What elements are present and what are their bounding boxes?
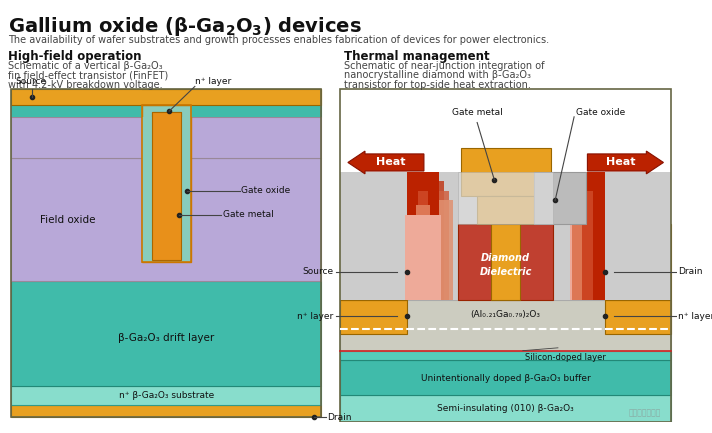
Bar [11, 386, 321, 405]
Bar [417, 205, 429, 301]
Bar [142, 106, 191, 262]
Text: Source: Source [303, 267, 334, 276]
Bar [458, 224, 553, 301]
Text: Gate oxide: Gate oxide [576, 108, 625, 117]
Text: Semi-insulating (010) β-Ga₂O₃: Semi-insulating (010) β-Ga₂O₃ [437, 404, 574, 413]
Bar [491, 196, 520, 301]
Text: Drain: Drain [327, 413, 352, 422]
Bar [142, 158, 191, 262]
Bar [405, 215, 441, 301]
Text: Gate metal: Gate metal [224, 210, 274, 219]
Bar [340, 89, 671, 422]
Text: Thermal management: Thermal management [344, 50, 490, 63]
Text: fin field-effect transistor (FinFET): fin field-effect transistor (FinFET) [8, 70, 168, 80]
Bar [191, 106, 321, 117]
Bar [570, 215, 572, 301]
Text: Gate metal: Gate metal [452, 108, 503, 117]
Text: Diamond: Diamond [481, 252, 530, 262]
Bar [418, 191, 428, 301]
FancyArrow shape [587, 151, 664, 174]
Text: n⁺ β-Ga₂O₃ substrate: n⁺ β-Ga₂O₃ substrate [119, 391, 214, 400]
Text: The availability of wafer substrates and growth processes enables fabrication of: The availability of wafer substrates and… [8, 35, 549, 45]
Text: (Al₀.₂₁Ga₀.₇₉)₂O₃: (Al₀.₂₁Ga₀.₇₉)₂O₃ [471, 310, 540, 319]
Bar [407, 172, 439, 301]
Text: Gallium oxide ($\mathbf{\beta}$-$\mathbf{Ga_2O_3}$) devices: Gallium oxide ($\mathbf{\beta}$-$\mathbf… [8, 15, 361, 38]
Text: Schematic of a vertical β-Ga₂O₃: Schematic of a vertical β-Ga₂O₃ [8, 61, 162, 71]
Bar [340, 224, 407, 301]
Text: Unintentionally doped β-Ga₂O₃ buffer: Unintentionally doped β-Ga₂O₃ buffer [421, 374, 590, 383]
Bar [11, 89, 321, 106]
Bar [11, 405, 321, 417]
Text: Silicon-doped layer: Silicon-doped layer [525, 352, 605, 362]
Text: Field oxide: Field oxide [40, 214, 95, 224]
Bar [426, 191, 449, 301]
Text: Source: Source [15, 78, 46, 87]
Bar [11, 89, 321, 417]
Bar [572, 191, 593, 301]
Bar [11, 106, 321, 117]
Bar [152, 112, 181, 260]
Text: High-field operation: High-field operation [8, 50, 141, 63]
Bar [11, 89, 321, 106]
Text: nanocrystalline diamond with β-Ga₂O₃: nanocrystalline diamond with β-Ga₂O₃ [344, 70, 531, 80]
Text: Gate oxide: Gate oxide [241, 187, 290, 195]
Text: with 4.2-kV breakdown voltage.: with 4.2-kV breakdown voltage. [8, 80, 162, 90]
Bar [11, 89, 142, 106]
Text: n⁺ layer: n⁺ layer [678, 312, 712, 321]
Bar [152, 112, 181, 260]
Bar [142, 117, 191, 158]
Bar [191, 89, 321, 106]
Bar [534, 172, 587, 224]
Text: Drain: Drain [678, 267, 702, 276]
Bar [417, 181, 444, 301]
Text: n⁺ layer: n⁺ layer [195, 78, 231, 87]
Bar [435, 200, 454, 301]
Text: Dielectric: Dielectric [479, 267, 532, 277]
Bar [572, 172, 604, 301]
Text: transistor for top-side heat extraction.: transistor for top-side heat extraction. [344, 80, 531, 90]
Bar [340, 351, 671, 360]
Bar [11, 158, 321, 281]
Bar [11, 106, 142, 117]
FancyArrow shape [348, 151, 424, 174]
Text: Heat: Heat [376, 158, 405, 168]
Bar [458, 172, 553, 224]
Bar [477, 196, 534, 224]
Bar [340, 172, 671, 301]
Bar [340, 301, 407, 333]
Text: Schematic of near-junction integration of: Schematic of near-junction integration o… [344, 61, 545, 71]
Bar [461, 148, 551, 196]
Text: 半导体行业观察: 半导体行业观察 [628, 408, 661, 417]
Bar [11, 281, 321, 386]
Text: Heat: Heat [606, 158, 635, 168]
Bar [340, 360, 671, 395]
Bar [340, 301, 671, 351]
Bar [11, 117, 321, 158]
Bar [572, 205, 582, 301]
Bar [142, 106, 191, 262]
Text: β-Ga₂O₃ drift layer: β-Ga₂O₃ drift layer [118, 333, 214, 343]
Bar [340, 395, 671, 422]
Bar [604, 301, 671, 333]
Bar [407, 172, 439, 301]
Text: n⁺ layer: n⁺ layer [298, 312, 334, 321]
Bar [604, 224, 671, 301]
